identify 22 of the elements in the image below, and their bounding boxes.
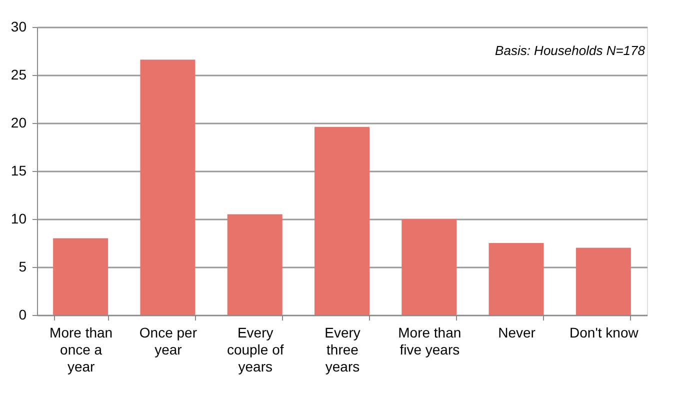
y-tick-label: 30: [10, 18, 27, 34]
y-tick-label: 20: [10, 114, 27, 130]
x-tick-label: Every three years: [324, 324, 360, 374]
annotation: Basis: Households N=178: [495, 43, 646, 58]
bar: [53, 238, 108, 315]
y-tick-label: 15: [10, 162, 27, 178]
bar: [314, 126, 370, 315]
y-tick-label: 10: [10, 210, 27, 226]
x-tick-label: Every couple of years: [226, 324, 284, 374]
bar: [227, 214, 282, 315]
x-tick-label: Never: [498, 324, 536, 340]
x-tick-label: More than five years: [398, 324, 462, 358]
bar: [402, 219, 457, 315]
bar: [576, 248, 631, 315]
y-tick-label: 0: [18, 306, 27, 322]
y-tick-label: 25: [10, 66, 27, 82]
x-tick-label: Once per year: [139, 324, 198, 358]
x-tick-label: More than once a year: [50, 324, 113, 374]
y-tick-label: 5: [18, 258, 27, 274]
x-tick-label: Don't know: [570, 324, 640, 340]
bar: [140, 60, 196, 315]
bar: [488, 243, 544, 315]
